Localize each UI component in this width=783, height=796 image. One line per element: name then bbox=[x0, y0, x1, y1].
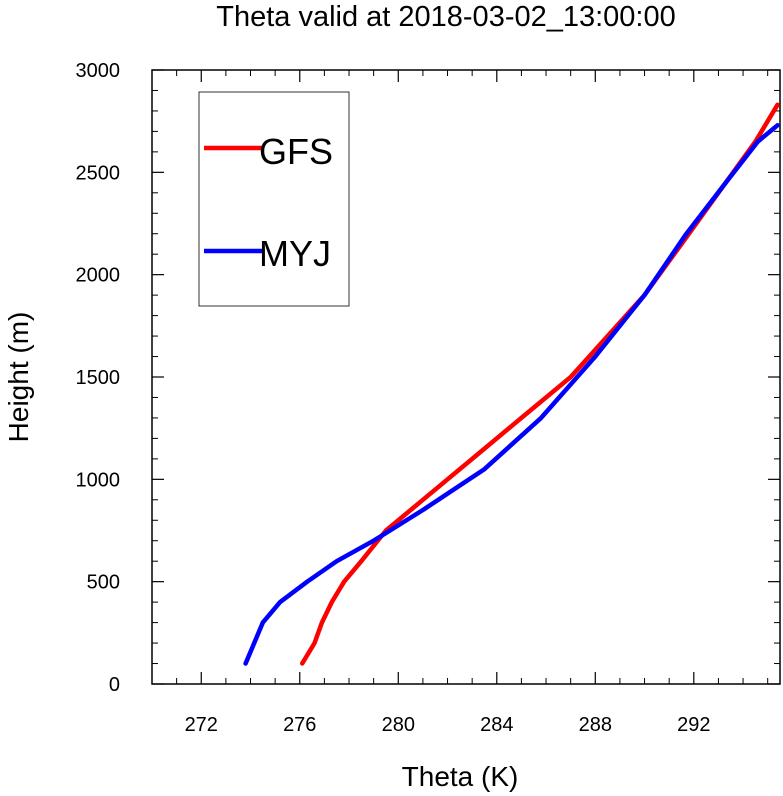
series-lines bbox=[243, 102, 780, 666]
x-tick-label: 288 bbox=[579, 714, 612, 736]
major-ticks bbox=[152, 69, 780, 685]
y-tick-label: 2000 bbox=[76, 265, 121, 287]
series-line-gfs bbox=[299, 102, 780, 666]
x-axis-label: Theta (K) bbox=[402, 761, 519, 792]
x-tick-label: 272 bbox=[185, 714, 218, 736]
y-tick-labels: 0 500 1000 1500 2000 2500 3000 bbox=[76, 60, 121, 696]
legend-label-gfs: GFS bbox=[259, 131, 333, 172]
series-line-myj bbox=[243, 123, 780, 666]
chart-title: Theta valid at 2018-03-02_13:00:00 bbox=[216, 1, 676, 33]
x-tick-label: 280 bbox=[382, 714, 415, 736]
x-tick-label: 292 bbox=[677, 714, 710, 736]
y-tick-label: 1500 bbox=[76, 367, 121, 389]
y-tick-label: 2500 bbox=[76, 162, 121, 184]
minor-ticks bbox=[151, 70, 780, 684]
legend: GFS MYJ bbox=[198, 91, 350, 307]
y-tick-label: 3000 bbox=[76, 60, 121, 82]
x-tick-labels: 272 276 280 284 288 292 bbox=[185, 714, 711, 736]
y-tick-label: 500 bbox=[87, 572, 120, 594]
y-tick-label: 0 bbox=[109, 674, 120, 696]
legend-label-myj: MYJ bbox=[259, 233, 331, 274]
y-axis-label: Height (m) bbox=[3, 312, 34, 443]
legend-box bbox=[198, 91, 350, 307]
x-tick-label: 276 bbox=[283, 714, 316, 736]
y-tick-label: 1000 bbox=[76, 469, 121, 491]
x-tick-label: 284 bbox=[480, 714, 513, 736]
